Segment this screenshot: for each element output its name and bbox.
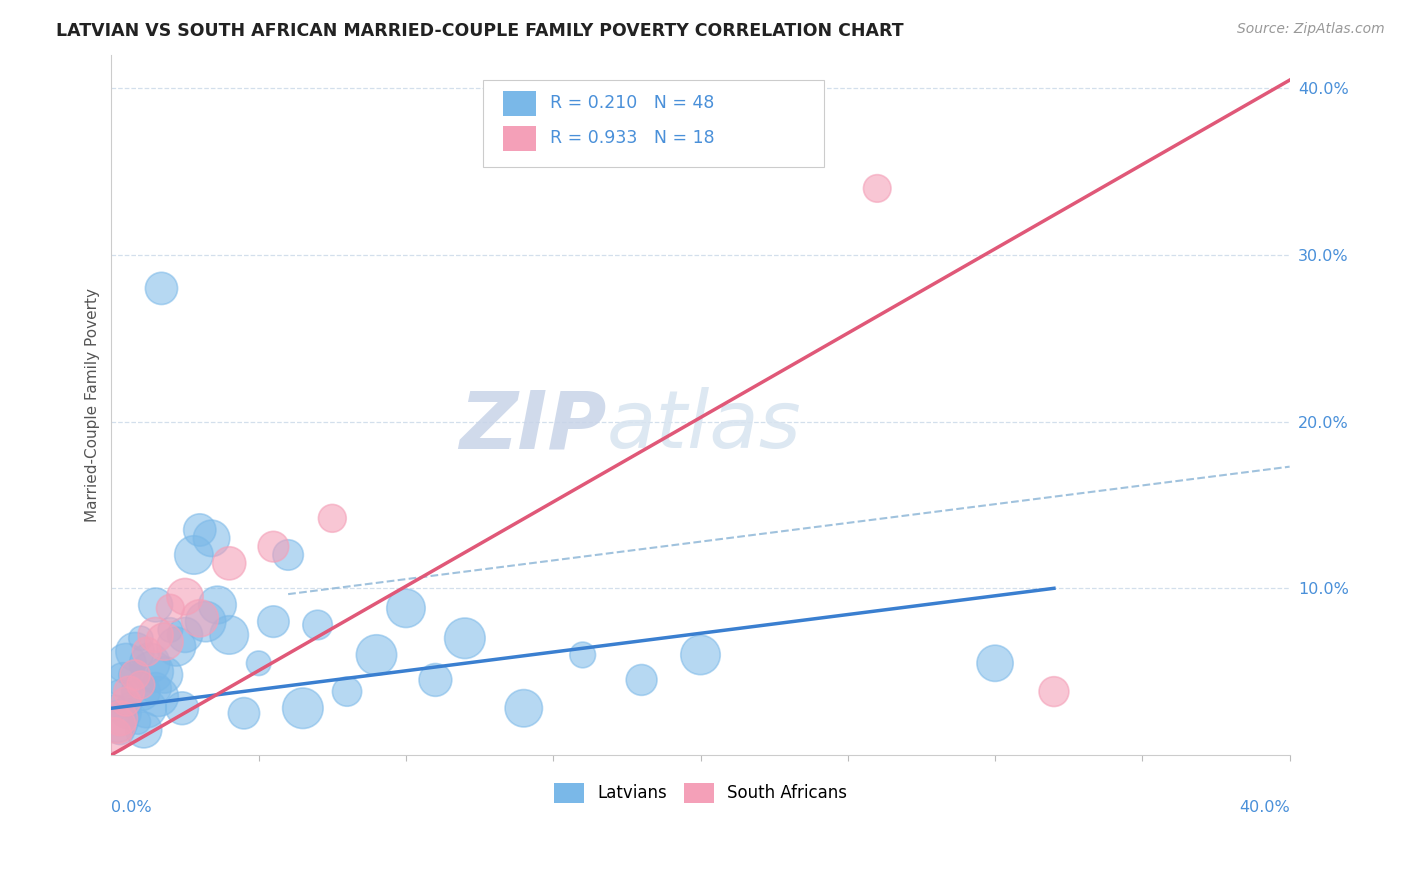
- Point: [129, 684, 152, 698]
- Point: [110, 723, 132, 737]
- Point: [145, 598, 167, 612]
- Point: [200, 531, 222, 545]
- Point: [425, 673, 447, 687]
- Point: [165, 640, 187, 654]
- Point: [129, 632, 152, 646]
- Point: [115, 695, 138, 709]
- Point: [218, 557, 240, 571]
- Point: [183, 548, 205, 562]
- Point: [124, 668, 146, 682]
- Point: [366, 648, 388, 662]
- Point: [121, 668, 143, 682]
- Point: [153, 668, 176, 682]
- Point: [336, 684, 359, 698]
- Point: [118, 698, 141, 712]
- Text: Source: ZipAtlas.com: Source: ZipAtlas.com: [1237, 22, 1385, 37]
- Text: 40.0%: 40.0%: [1239, 800, 1289, 815]
- Point: [454, 632, 477, 646]
- Text: 0.0%: 0.0%: [111, 800, 152, 815]
- Point: [110, 690, 132, 704]
- Point: [262, 540, 284, 554]
- Point: [291, 701, 314, 715]
- Point: [571, 648, 593, 662]
- Point: [188, 523, 211, 537]
- Point: [247, 657, 270, 671]
- Point: [174, 628, 197, 642]
- Point: [194, 615, 217, 629]
- Point: [395, 601, 418, 615]
- Text: R = 0.933   N = 18: R = 0.933 N = 18: [550, 129, 714, 147]
- Point: [124, 645, 146, 659]
- Text: LATVIAN VS SOUTH AFRICAN MARRIED-COUPLE FAMILY POVERTY CORRELATION CHART: LATVIAN VS SOUTH AFRICAN MARRIED-COUPLE …: [56, 22, 904, 40]
- Point: [105, 714, 128, 729]
- Point: [321, 511, 343, 525]
- Point: [145, 681, 167, 696]
- Point: [689, 648, 711, 662]
- Point: [118, 684, 141, 698]
- Point: [103, 728, 125, 742]
- Point: [159, 601, 181, 615]
- FancyBboxPatch shape: [502, 126, 536, 151]
- Point: [142, 665, 165, 679]
- Point: [866, 181, 889, 195]
- Point: [262, 615, 284, 629]
- Legend: Latvians, South Africans: Latvians, South Africans: [547, 776, 853, 810]
- Point: [172, 701, 194, 715]
- Point: [110, 711, 132, 725]
- Point: [132, 723, 155, 737]
- Point: [105, 718, 128, 732]
- Point: [218, 628, 240, 642]
- Point: [1043, 684, 1066, 698]
- Point: [513, 701, 536, 715]
- Point: [115, 657, 138, 671]
- Point: [148, 690, 170, 704]
- Point: [138, 657, 160, 671]
- Point: [277, 548, 299, 562]
- Y-axis label: Married-Couple Family Poverty: Married-Couple Family Poverty: [86, 288, 100, 522]
- Point: [307, 618, 329, 632]
- Point: [174, 590, 197, 604]
- Point: [207, 598, 229, 612]
- Point: [103, 701, 125, 715]
- Point: [115, 706, 138, 721]
- Text: atlas: atlas: [606, 387, 801, 465]
- Point: [630, 673, 652, 687]
- FancyBboxPatch shape: [482, 79, 824, 167]
- Point: [188, 611, 211, 625]
- Text: R = 0.210   N = 48: R = 0.210 N = 48: [550, 95, 714, 112]
- Point: [145, 628, 167, 642]
- Point: [159, 623, 181, 637]
- Text: ZIP: ZIP: [458, 387, 606, 465]
- FancyBboxPatch shape: [502, 91, 536, 116]
- Point: [233, 706, 256, 721]
- Point: [112, 673, 135, 687]
- Point: [135, 701, 157, 715]
- Point: [129, 678, 152, 692]
- Point: [135, 645, 157, 659]
- Point: [150, 281, 173, 295]
- Point: [127, 714, 149, 729]
- Point: [984, 657, 1007, 671]
- Point: [153, 634, 176, 648]
